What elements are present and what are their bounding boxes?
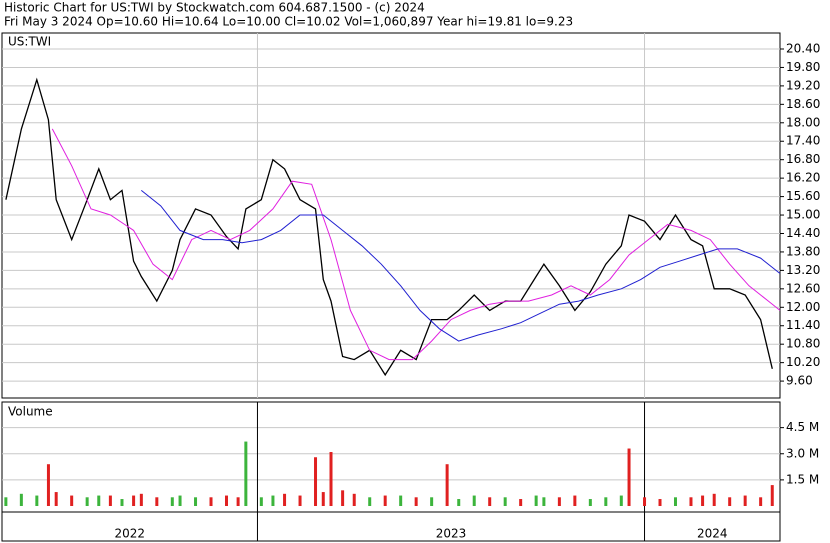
y-tick-label: 16.80 (786, 152, 820, 166)
volume-bar (383, 495, 387, 506)
volume-bar (352, 493, 356, 506)
volume-bar (54, 492, 58, 506)
volume-bar (259, 497, 263, 506)
header-title: Historic Chart for US:TWI by Stockwatch.… (4, 1, 425, 15)
volume-title: Volume (8, 405, 53, 419)
x-tick-label: 2023 (436, 527, 467, 541)
volume-bar (46, 464, 50, 506)
volume-bar (178, 495, 182, 506)
y-tick-label: 13.80 (786, 244, 820, 258)
volume-bar (689, 497, 693, 506)
volume-bar (619, 495, 623, 506)
date-axis (1, 511, 781, 542)
header-subtitle: Fri May 3 2024 Op=10.60 Hi=10.64 Lo=10.0… (4, 15, 573, 29)
y-tick-label: 17.40 (786, 134, 820, 148)
volume-bar (534, 495, 538, 506)
y-tick-label: 19.80 (786, 60, 820, 74)
volume-bar (627, 448, 631, 506)
volume-bar (414, 497, 418, 506)
volume-bar (194, 497, 198, 506)
volume-bar (132, 495, 136, 506)
y-tick-label: 20.40 (786, 41, 820, 55)
y-tick-label: 9.60 (786, 374, 813, 388)
volume-bar (329, 452, 333, 506)
volume-bar (488, 497, 492, 506)
volume-bar (314, 457, 318, 506)
y-tick-label: 14.40 (786, 226, 820, 240)
volume-bar (35, 495, 39, 506)
volume-bar (321, 492, 325, 506)
volume-bar (430, 497, 434, 506)
y-tick-label: 1.5 M (786, 472, 819, 486)
y-tick-label: 18.00 (786, 115, 820, 129)
volume-bar (399, 495, 403, 506)
volume-bar (244, 441, 248, 506)
volume-bar (712, 493, 716, 506)
volume-bar (368, 497, 372, 506)
volume-bar (139, 493, 143, 506)
y-tick-label: 4.5 M (786, 420, 819, 434)
volume-bar (573, 495, 577, 506)
volume-bar (503, 497, 507, 506)
volume-bar (224, 495, 228, 506)
volume-bar (209, 497, 213, 506)
y-tick-label: 15.60 (786, 189, 820, 203)
volume-bar (519, 499, 523, 506)
y-tick-label: 15.00 (786, 208, 820, 222)
volume-bar (457, 499, 461, 506)
volume-bar (120, 499, 124, 506)
volume-bar (759, 497, 763, 506)
y-tick-label: 10.20 (786, 355, 820, 369)
volume-bar (298, 495, 302, 506)
volume-bar (445, 464, 449, 506)
volume-bar (658, 499, 662, 506)
volume-bar (643, 497, 647, 506)
x-tick-label: 2024 (697, 527, 728, 541)
volume-bar (728, 497, 732, 506)
x-tick-label: 2022 (114, 527, 145, 541)
volume-bar (604, 497, 608, 506)
volume-bar (70, 495, 74, 506)
moving-average (140, 190, 781, 342)
volume-bar (4, 497, 8, 506)
y-tick-label: 11.40 (786, 318, 820, 332)
volume-bar (472, 495, 476, 506)
volume-bar (155, 497, 159, 506)
volume-bar (542, 497, 546, 506)
volume-bar (673, 497, 677, 506)
volume-bar (770, 485, 774, 506)
y-tick-label: 18.60 (786, 97, 820, 111)
y-tick-label: 16.20 (786, 171, 820, 185)
volume-bar (588, 499, 592, 506)
volume-bar (271, 495, 275, 506)
volume-bar (85, 497, 89, 506)
y-tick-label: 10.80 (786, 337, 820, 351)
volume-bar (743, 495, 747, 506)
price-line (5, 77, 773, 377)
volume-bar (170, 497, 174, 506)
y-tick-label: 3.0 M (786, 446, 819, 460)
y-tick-label: 12.00 (786, 300, 820, 314)
volume-bar (97, 495, 101, 506)
volume-bar (19, 493, 23, 506)
volume-bar (283, 493, 287, 506)
volume-bar (108, 495, 112, 506)
y-tick-label: 12.60 (786, 281, 820, 295)
volume-bar (236, 497, 240, 506)
price-title: US:TWI (8, 35, 51, 49)
y-tick-label: 13.20 (786, 263, 820, 277)
volume-bar (701, 495, 705, 506)
moving-average (51, 128, 781, 361)
volume-bar (341, 490, 345, 506)
y-tick-label: 19.20 (786, 78, 820, 92)
volume-bar (557, 497, 561, 506)
